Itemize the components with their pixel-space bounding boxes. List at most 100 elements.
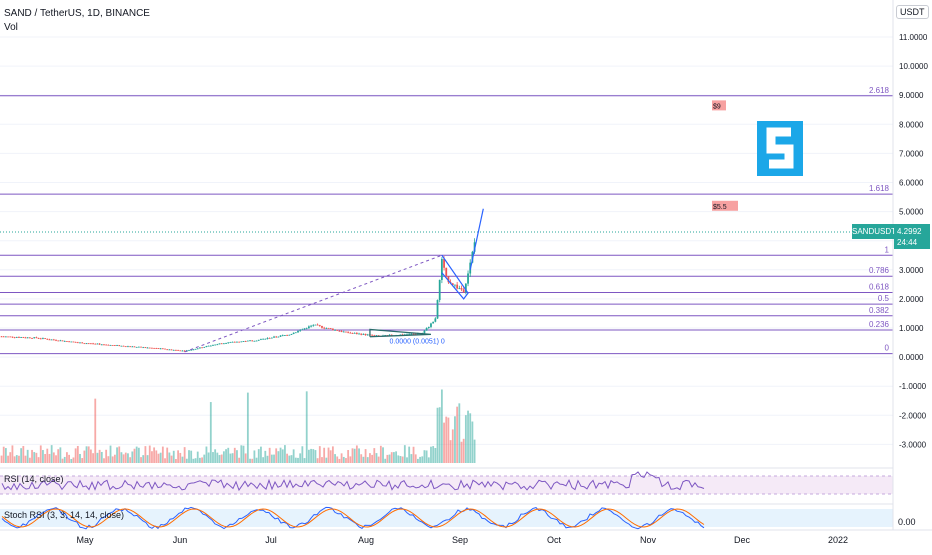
volume-bar: [410, 454, 413, 463]
volume-bar: [275, 448, 278, 463]
candle-body: [9, 336, 12, 338]
price-scale[interactable]: 11.0000 10.0000 9.0000 8.0000 7.0000 6.0000 5.…: [892, 0, 928, 530]
candle-body: [222, 343, 225, 345]
volume-bar: [142, 455, 145, 463]
candle-body: [68, 341, 70, 343]
candle-body: [410, 333, 413, 335]
candle-body: [331, 328, 334, 331]
volume-bar: [414, 454, 417, 463]
volume-bar: [318, 446, 321, 463]
volume-bar: [164, 458, 166, 463]
volume-bar: [148, 445, 151, 463]
time-axis[interactable]: May Jun Jul Aug Sep Oct Nov Dec 2022: [76, 535, 848, 545]
price-tick-label: 2.0000: [899, 295, 924, 304]
target-label: $9: [713, 103, 721, 110]
candle-body: [451, 283, 454, 285]
fibonacci-levels: 2.618 1.618 1 0.786 0.618 0.5 0.382 0.236 0: [0, 86, 893, 355]
candle-body: [277, 336, 280, 338]
candle-body: [94, 343, 97, 345]
candle-body: [355, 332, 358, 334]
volume-bar: [323, 447, 326, 463]
candle-body: [323, 327, 326, 329]
volume-bar: [146, 455, 149, 463]
volume-bar: [231, 453, 234, 463]
volume-bar: [331, 446, 334, 463]
volume-bar: [92, 453, 94, 463]
price-tick-label: 5.0000: [899, 208, 924, 217]
volume-bar: [28, 457, 31, 463]
candle-body: [157, 348, 160, 349]
volume-bar: [190, 450, 193, 463]
volume-bar: [412, 446, 415, 463]
volume-bar: [61, 458, 64, 463]
volume-bar: [59, 447, 62, 463]
volume-bar: [251, 458, 254, 463]
last-price-value: 4.2992: [897, 227, 922, 236]
candle-body: [390, 334, 393, 336]
volume-bar: [144, 446, 147, 463]
volume-bar: [471, 421, 474, 463]
price-tick-label: 7.0000: [899, 149, 924, 158]
candle-body: [83, 343, 86, 345]
fib-level-label: 0.618: [869, 282, 890, 291]
volume-bars: [0, 389, 476, 463]
volume-bar: [353, 448, 356, 463]
candle-body: [24, 337, 27, 339]
candle-body: [181, 350, 184, 352]
currency-button[interactable]: USDT: [896, 5, 929, 19]
candle-body: [249, 340, 251, 342]
candle-body: [196, 348, 199, 350]
grid: [0, 36, 893, 445]
volume-bar: [273, 454, 275, 463]
candle-body: [37, 337, 40, 339]
candle-body: [303, 328, 306, 330]
rsi-line: [1, 471, 705, 492]
volume-bar: [351, 448, 354, 463]
volume-bar: [349, 456, 352, 463]
volume-bar: [120, 452, 123, 463]
volume-bar: [179, 452, 182, 463]
volume-bar: [7, 455, 9, 463]
candle-body: [135, 346, 138, 348]
candle-body: [308, 326, 310, 329]
volume-bar: [456, 406, 459, 463]
candle-body: [199, 347, 201, 349]
price-tick-label: -3.0000: [899, 440, 927, 449]
volume-bar: [214, 449, 217, 463]
candle-body: [251, 340, 254, 342]
candle-body: [188, 350, 190, 352]
volume-bar: [127, 453, 129, 463]
volume-bar: [42, 450, 44, 463]
rsi-label[interactable]: RSI (14, close): [4, 474, 64, 484]
candle-body: [161, 348, 164, 350]
time-axis-label: Dec: [734, 535, 751, 545]
volume-bar: [406, 457, 408, 463]
volume-bar: [188, 450, 190, 463]
volume-bar: [362, 456, 365, 463]
candle-body: [103, 344, 105, 346]
volume-bar: [290, 455, 293, 463]
volume-bar: [109, 445, 112, 463]
candle-body: [329, 328, 332, 329]
candle-body: [294, 332, 297, 334]
volume-bar: [159, 452, 162, 463]
candle-body: [233, 341, 236, 343]
candle-body: [281, 335, 284, 337]
volume-bar: [52, 452, 55, 463]
volume-bar: [310, 448, 312, 463]
candle-body: [225, 343, 227, 344]
volume-bar: [220, 454, 223, 463]
volume-bar: [129, 457, 132, 463]
stoch-rsi-label[interactable]: Stoch RSI (3, 3, 14, 14, close): [4, 510, 125, 520]
triangle-pattern: [369, 328, 432, 338]
volume-bar: [107, 456, 110, 463]
volume-label: Vol: [4, 22, 18, 33]
candle-body: [72, 341, 75, 343]
volume-bar: [338, 458, 341, 463]
candle-body: [462, 289, 465, 293]
candle-body: [244, 341, 247, 342]
volume-bar: [329, 450, 332, 463]
rsi-band: [0, 476, 893, 494]
